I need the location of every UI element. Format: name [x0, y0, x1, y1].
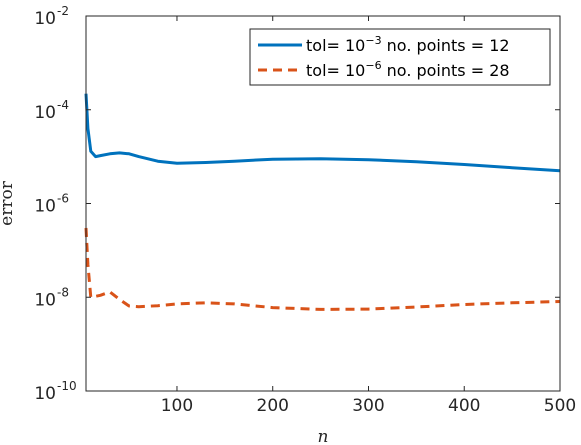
y-tick-exponent: -2 — [57, 4, 69, 18]
y-tick-label: 10 — [34, 290, 56, 310]
y-tick-exponent: -10 — [57, 379, 77, 393]
y-tick-exponent: -4 — [57, 98, 69, 112]
legend-label-1: tol= 10−3 no. points = 12 — [306, 34, 510, 55]
y-tick-label: 10 — [34, 384, 56, 404]
x-tick-label: 100 — [161, 396, 193, 416]
y-tick-label: 10 — [34, 197, 56, 217]
legend: tol= 10−3 no. points = 12 tol= 10−6 no. p… — [249, 28, 551, 86]
legend-box — [249, 28, 551, 86]
y-tick-exponent: -6 — [57, 192, 69, 206]
x-tick-label: 500 — [544, 396, 576, 416]
y-axis-label: error — [0, 180, 17, 226]
y-tick-label: 10 — [34, 103, 56, 123]
legend-label-2: tol= 10−6 no. points = 28 — [306, 59, 510, 80]
x-tick-label: 300 — [352, 396, 384, 416]
x-tick-label: 400 — [448, 396, 480, 416]
y-tick-label: 10 — [34, 9, 56, 29]
y-tick-exponent: -8 — [57, 285, 69, 299]
series-layer — [84, 93, 561, 311]
series-line-1 — [84, 93, 561, 173]
x-axis-label: n — [318, 427, 329, 445]
series-line-2 — [84, 227, 561, 311]
x-tick-label: 200 — [257, 396, 289, 416]
